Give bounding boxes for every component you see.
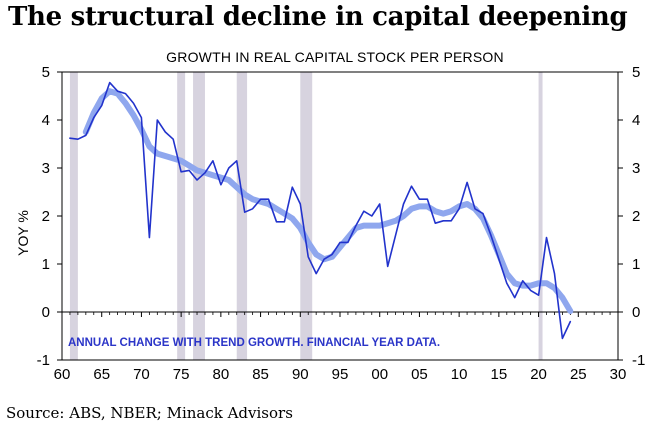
x-tick-label-30: 30 <box>610 366 627 380</box>
recession-band-4 <box>300 72 313 360</box>
recession-band-5 <box>538 72 543 360</box>
source-note: Source: ABS, NBER; Minack Advisors <box>6 404 293 422</box>
x-tick-label-80: 80 <box>213 366 230 380</box>
chart-title: GROWTH IN REAL CAPITAL STOCK PER PERSON <box>166 49 504 65</box>
recession-band-3 <box>236 72 248 360</box>
x-tick-label-20: 20 <box>530 366 547 380</box>
chart: GROWTH IN REAL CAPITAL STOCK PER PERSON … <box>15 49 646 380</box>
x-tick-label-85: 85 <box>252 366 269 380</box>
x-tick-label-25: 25 <box>570 366 587 380</box>
recession-band-0 <box>69 72 78 360</box>
recession-band-1 <box>177 72 186 360</box>
x-tick-label-15: 15 <box>491 366 508 380</box>
y-axis-label: YOY % <box>15 210 31 256</box>
x-tick-label-65: 65 <box>93 366 110 380</box>
x-tick-label-70: 70 <box>133 366 150 380</box>
y-tick-label-left-3: 3 <box>42 160 50 177</box>
y-tick-label-right-3: 3 <box>632 160 640 177</box>
x-tick-label-05: 05 <box>411 366 428 380</box>
y-tick-label-right-4: 4 <box>632 112 640 129</box>
recession-band-2 <box>193 72 205 360</box>
series-line-trend-growth <box>82 88 574 314</box>
y-tick-label-right-1: 1 <box>632 256 640 273</box>
y-tick-label-left-1: 1 <box>42 256 50 273</box>
headline: The structural decline in capital deepen… <box>8 2 628 32</box>
x-tick-label-60: 60 <box>54 366 71 380</box>
y-tick-label-left-2: 2 <box>42 208 50 225</box>
recession-bands <box>69 72 543 360</box>
y-tick-label-left-5: 5 <box>42 64 50 81</box>
y-tick-label-left-4: 4 <box>42 112 50 129</box>
y-tick-label-left--1: -1 <box>37 352 50 369</box>
y-tick-label-right-0: 0 <box>632 304 640 321</box>
y-tick-label-right--1: -1 <box>632 352 645 369</box>
series-lines <box>69 81 574 340</box>
x-tick-label-95: 95 <box>332 366 349 380</box>
x-tick-label-75: 75 <box>173 366 190 380</box>
plot-frame <box>57 71 623 361</box>
y-tick-label-right-5: 5 <box>632 64 640 81</box>
x-tick-label-00: 00 <box>371 366 388 380</box>
tick-labels: 60 65 70 75 80 85 90 95 00 05 10 15 20 25 30-1 -10 01 12 2… <box>37 64 646 380</box>
y-tick-label-right-2: 2 <box>632 208 640 225</box>
x-tick-label-90: 90 <box>292 366 309 380</box>
x-tick-label-10: 10 <box>451 366 468 380</box>
series-line-annual-change <box>69 81 572 340</box>
y-tick-label-left-0: 0 <box>42 304 50 321</box>
chart-annotation: ANNUAL CHANGE WITH TREND GROWTH. FINANCI… <box>68 337 440 349</box>
